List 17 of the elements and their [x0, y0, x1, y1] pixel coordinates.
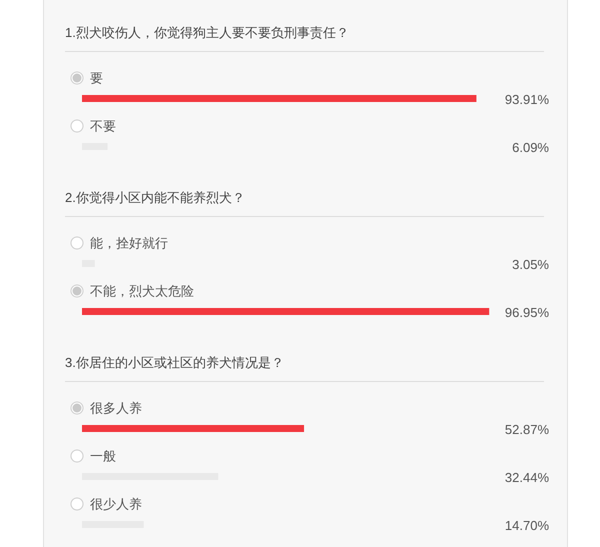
data-label: 96.95% [504, 305, 550, 320]
y-tick-label: 很少人养 [90, 496, 142, 512]
y-tick-label: 很多人养 [90, 400, 142, 416]
data-label: 32.44% [504, 470, 550, 485]
data-label: 93.91% [504, 92, 550, 107]
y-tick-label: 不要 [90, 118, 116, 134]
y-tick-label: 能，拴好就行 [90, 236, 168, 250]
data-label: 6.09% [512, 140, 550, 155]
y-tick-label: 一般 [90, 448, 116, 464]
chart-title: 1.烈犬咬伤人，你觉得狗主人要不要负刑事责任？ [65, 24, 349, 42]
chart-title: 2.你觉得小区内能不能养烈犬？ [65, 189, 245, 207]
y-tick-label: 要 [90, 70, 103, 86]
y-tick-label: 不能，烈犬太危险 [90, 284, 194, 298]
data-label: 14.70% [504, 518, 550, 533]
data-label: 3.05% [512, 257, 550, 272]
chart-title: 3.你居住的小区或社区的养犬情况是？ [65, 354, 284, 372]
data-label: 52.87% [504, 422, 550, 437]
